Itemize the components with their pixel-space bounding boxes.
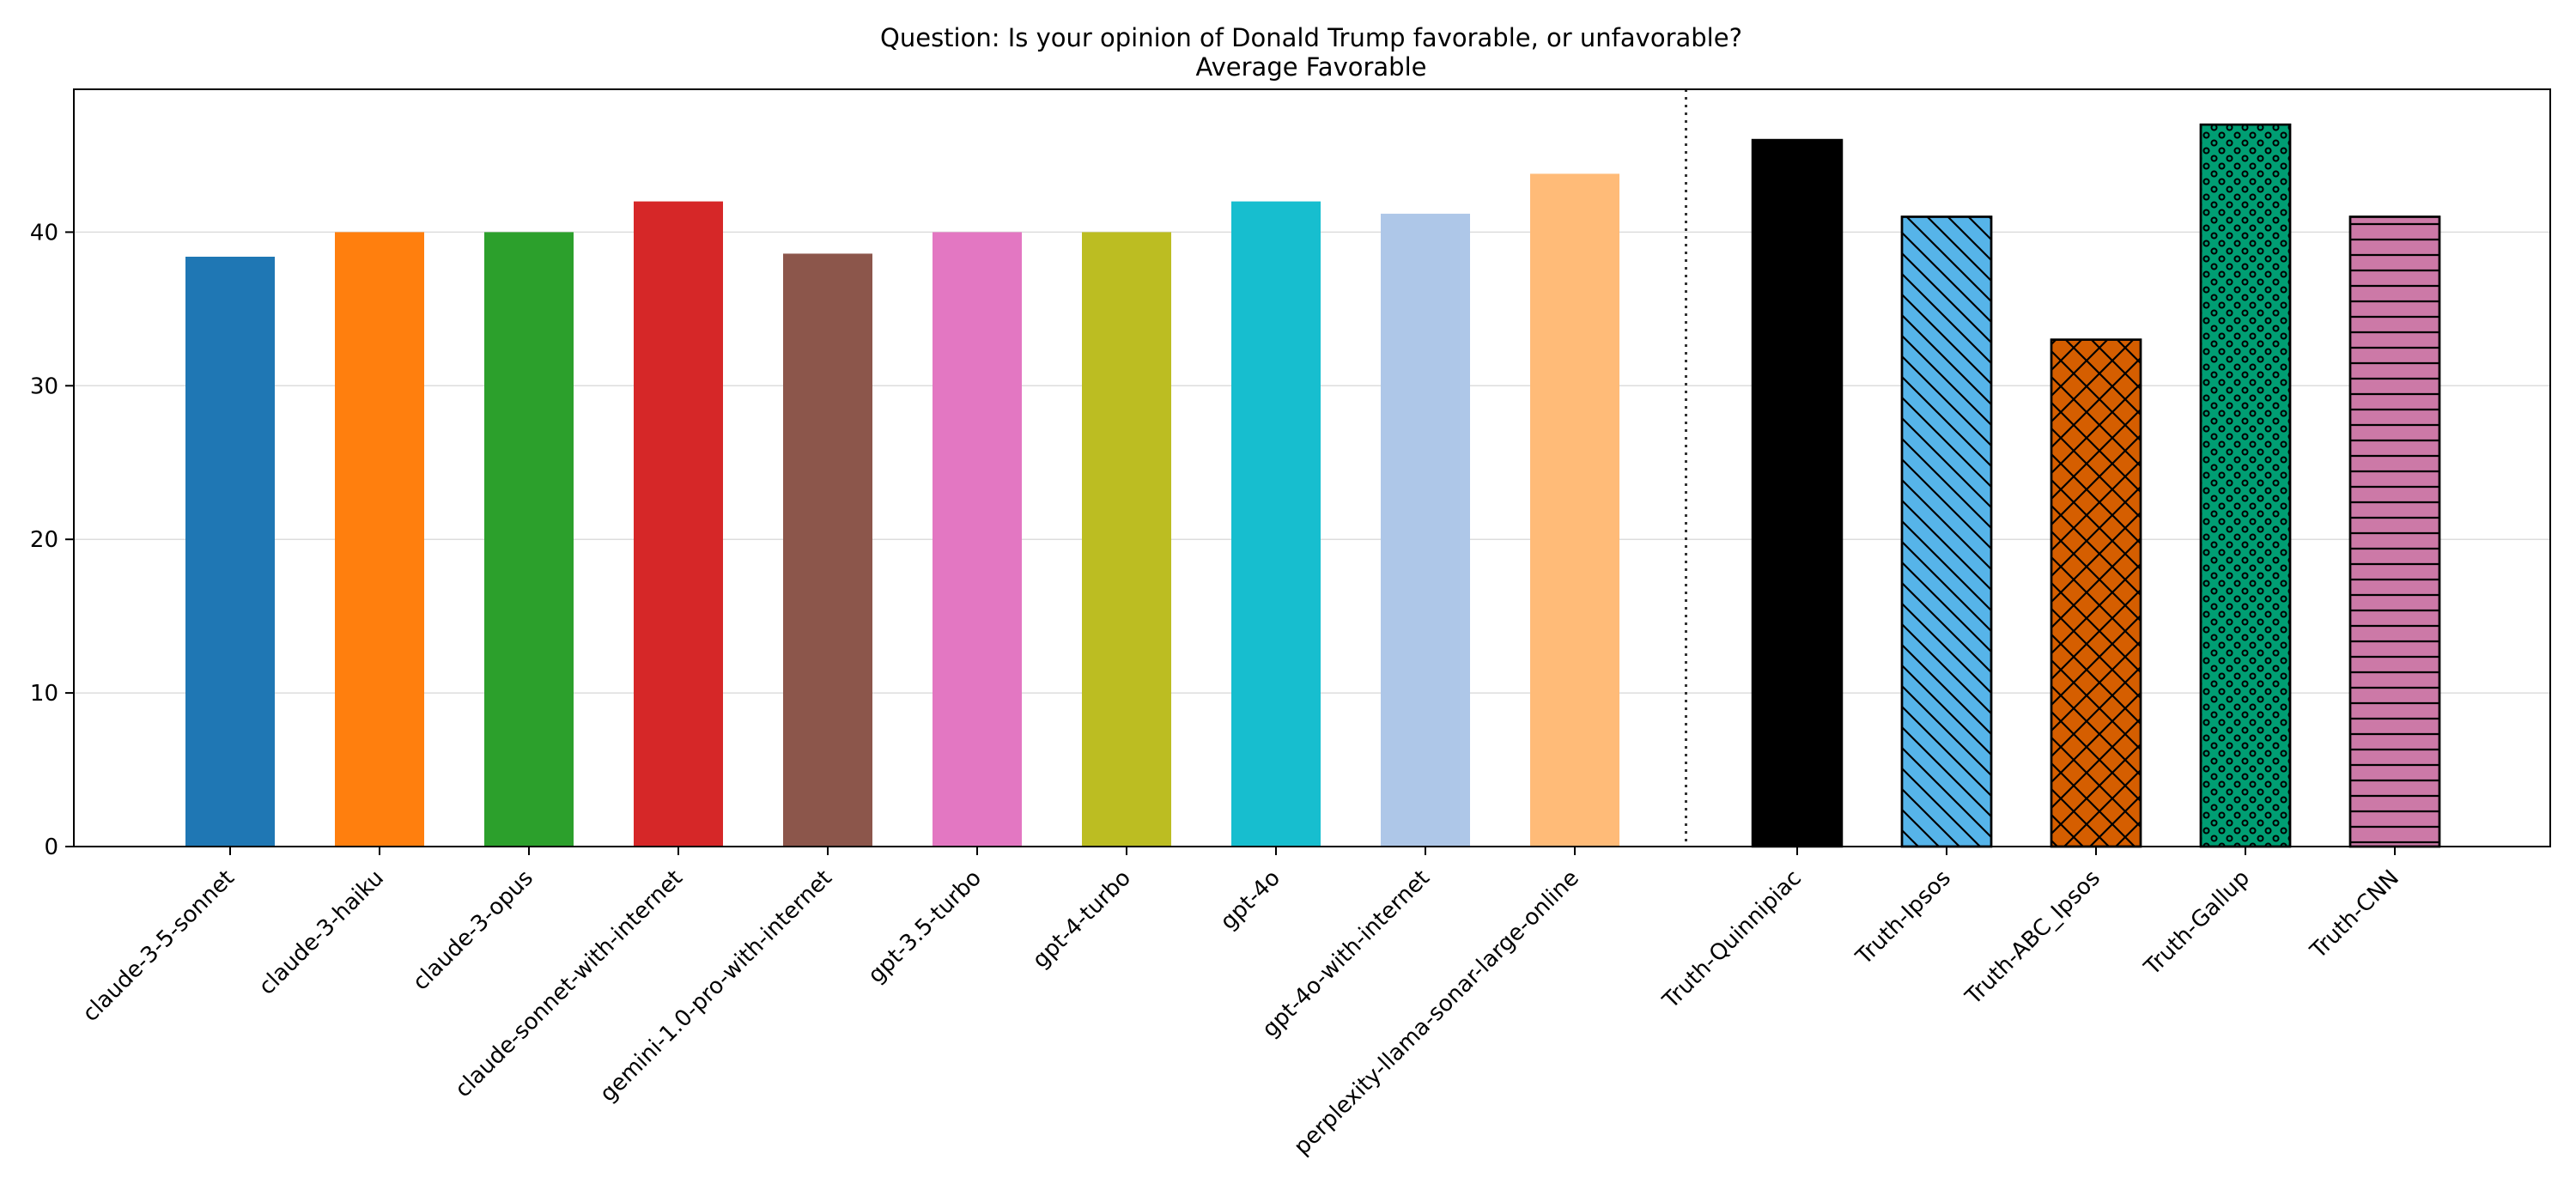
bar-truth-quinnipiac [1751, 138, 1844, 848]
x-axis: claude-3-5-sonnet claude-3-haiku claude-3-… [78, 847, 2404, 1160]
bar-hatch-truth-abc_ipsos [2050, 338, 2142, 848]
x-tick-label: Truth-Ipsos [1850, 865, 1956, 971]
y-tick-label: 40 [30, 220, 58, 246]
x-tick-label: claude-3-haiku [254, 865, 389, 1000]
chart-subtitle: Average Favorable [1195, 52, 1426, 82]
bar-hatch-truth-ipsos [1900, 216, 1993, 848]
x-tick-label: gpt-4o [1216, 865, 1285, 935]
bar-gpt-4o-with-internet [1381, 213, 1470, 847]
x-tick-label: Truth-ABC_Ipsos [1960, 865, 2105, 1011]
bar-hatch-truth-cnn [2348, 216, 2441, 848]
x-tick-label: Truth-Gallup [2139, 865, 2255, 981]
y-tick-label: 0 [44, 835, 58, 860]
y-tick-label: 30 [30, 373, 58, 399]
y-tick-label: 10 [30, 681, 58, 707]
y-tick-label: 20 [30, 527, 58, 553]
plot-frame [73, 88, 2551, 847]
bar-perplexity-llama-sonar-large-online [1530, 173, 1619, 847]
bar-claude-3-5-sonnet [185, 257, 275, 847]
x-tick-label: gpt-3.5-turbo [863, 865, 987, 989]
x-tick-label: gpt-4o-with-internet [1257, 865, 1435, 1043]
x-tick-label: Truth-Quinnipiac [1657, 865, 1807, 1015]
x-tick-label: claude-3-opus [408, 865, 538, 996]
bar-claude-3-haiku [335, 232, 424, 847]
x-tick-label: gemini-1.0-pro-with-internet [595, 865, 837, 1108]
bar-gpt-4-turbo [1082, 232, 1171, 847]
chart-title: Question: Is your opinion of Donald Trum… [880, 23, 1742, 52]
y-axis: 0 10 20 30 40 [30, 220, 74, 860]
bar-gpt-3.5-turbo [933, 232, 1022, 847]
x-tick-label: gpt-4-turbo [1028, 865, 1136, 974]
bar-hatch-truth-gallup [2199, 123, 2292, 848]
bar-gpt-4o [1231, 201, 1321, 847]
x-tick-label: perplexity-llama-sonar-large-online [1289, 865, 1584, 1161]
bars [185, 123, 2441, 848]
x-tick-label: claude-3-5-sonnet [78, 865, 240, 1027]
bar-gemini-1.0-pro-with-internet [783, 253, 872, 847]
bar-claude-3-opus [484, 232, 574, 847]
bar-claude-sonnet-with-internet [634, 201, 723, 847]
x-tick-label: Truth-CNN [2305, 865, 2404, 965]
